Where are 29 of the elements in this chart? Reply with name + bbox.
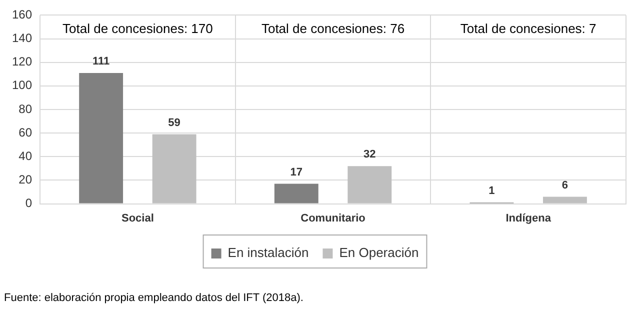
y-tick-label: 0 (25, 196, 32, 210)
data-label: 111 (92, 55, 110, 68)
y-tick-label: 40 (18, 148, 32, 163)
y-tick-label: 160 (12, 8, 32, 22)
data-label: 32 (364, 148, 376, 161)
y-tick-label: 140 (12, 31, 32, 46)
x-tick-label: Comunitario (300, 212, 366, 224)
data-label: 1 (488, 185, 495, 198)
y-tick-label: 20 (18, 172, 32, 187)
annotation: Total de concesiones: 7 (460, 20, 596, 36)
y-tick-label: 60 (18, 125, 32, 140)
bar (152, 134, 196, 204)
bar (348, 166, 392, 204)
bar (79, 72, 124, 204)
y-tick-label: 120 (12, 54, 32, 69)
data-label: 6 (562, 179, 568, 192)
y-tick-label: 80 (18, 102, 32, 116)
legend-label: En Operación (339, 245, 419, 260)
source-note: Fuente: elaboración propia empleando datos del IFT (2018a). (4, 292, 304, 304)
x-tick-label: Indígena (506, 212, 552, 224)
data-label: 59 (168, 116, 180, 129)
data-label: 17 (290, 166, 303, 178)
annotation: Total de concesiones: 76 (261, 20, 405, 36)
annotation: Total de concesiones: 170 (62, 20, 213, 36)
bar (274, 184, 318, 204)
legend-label: En instalación (228, 245, 309, 260)
y-tick-label: 100 (12, 78, 32, 92)
bar (542, 196, 587, 204)
x-tick-label: Social (121, 212, 154, 224)
